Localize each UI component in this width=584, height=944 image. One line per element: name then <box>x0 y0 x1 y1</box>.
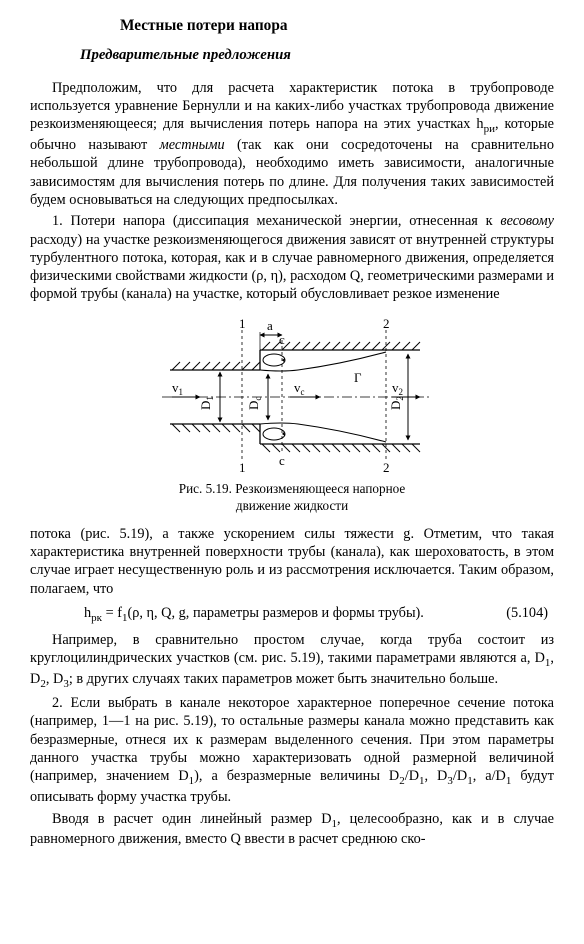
svg-text:vc: vc <box>294 380 305 397</box>
t: Вводя в расчет один линейный размер D <box>52 811 332 827</box>
t: расходу) на участке резкоизменяющегося д… <box>30 232 554 303</box>
t: , a/D <box>473 768 506 784</box>
svg-text:v2: v2 <box>392 380 403 397</box>
t-em: весовому <box>500 213 554 229</box>
t-sub: ри <box>484 123 495 135</box>
para-4: Например, в сравнительно простом случае,… <box>30 631 554 691</box>
svg-text:2: 2 <box>383 460 390 472</box>
svg-text:v1: v1 <box>172 380 183 397</box>
t: ), а без­размерные величины D <box>194 768 399 784</box>
eq-number: (5.104) <box>506 604 548 622</box>
svg-text:Г: Г <box>354 370 362 385</box>
svg-text:D1: D1 <box>198 396 215 410</box>
para-1: Предположим, что для расчета характерист… <box>30 79 554 210</box>
t: Предположим, что для расчета характерист… <box>30 80 554 133</box>
svg-text:a: a <box>267 318 273 333</box>
t: /D <box>453 768 467 784</box>
svg-text:1: 1 <box>239 316 246 331</box>
para-3: потока (рис. 5.19), а также ускорением с… <box>30 525 554 598</box>
svg-text:2: 2 <box>383 316 390 331</box>
para-6: Вводя в расчет один линейный размер D1, … <box>30 810 554 849</box>
t: ; в других случаях таких параметров може… <box>69 671 498 687</box>
svg-text:c: c <box>279 332 285 347</box>
subsection-heading: Предварительные предложения <box>80 46 554 65</box>
t: = f <box>102 605 122 621</box>
t: /D <box>405 768 419 784</box>
svg-text:Dc: Dc <box>246 396 263 409</box>
pipe-diagram-svg: 1 2 1 2 a c c D1 Dc D2 v1 vc v2 Г <box>142 312 442 472</box>
t-em: местными <box>160 137 225 153</box>
page: Местные потери напора Предварительные пр… <box>0 0 584 870</box>
eq-body: hрк = f1(ρ, η, Q, g, параметры размеров … <box>84 604 424 625</box>
t: (ρ, η, Q, g, параметры размеров и формы … <box>128 605 424 621</box>
svg-text:D2: D2 <box>388 396 405 410</box>
t: , D <box>425 768 448 784</box>
t: потока (рис. 5.19), а также ускорением с… <box>30 526 554 597</box>
t: Например, в сравнительно простом случае,… <box>30 632 554 666</box>
t: , D <box>46 671 63 687</box>
para-2: 1. Потери напора (диссипация механическо… <box>30 212 554 303</box>
figure-5-19: 1 2 1 2 a c c D1 Dc D2 v1 vc v2 Г <box>30 312 554 477</box>
t: Рис. 5.19. Резкоизменяющееся напорное <box>179 481 406 496</box>
t: 1. Потери напора (диссипация механическо… <box>52 213 500 229</box>
section-heading: Местные потери напора <box>120 16 554 36</box>
t-sub: рк <box>91 612 102 624</box>
t: движение жидкости <box>236 498 348 513</box>
svg-text:1: 1 <box>239 460 246 472</box>
svg-text:c: c <box>279 453 285 468</box>
figure-caption: Рис. 5.19. Резкоизменяющееся напорное дв… <box>30 481 554 515</box>
para-5: 2. Если выбрать в канале некоторое харак… <box>30 694 554 806</box>
equation-5-104: hрк = f1(ρ, η, Q, g, параметры размеров … <box>84 604 554 625</box>
